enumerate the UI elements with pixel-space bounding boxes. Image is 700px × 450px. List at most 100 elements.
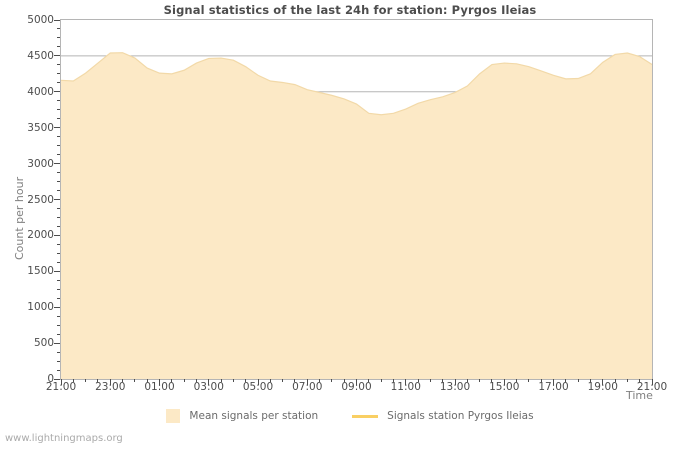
y-tick-mark: [54, 55, 60, 57]
x-minor-tick-mark: [479, 379, 481, 382]
y-tick-label: 500: [33, 337, 54, 350]
chart-legend: Mean signals per station Signals station…: [0, 409, 700, 423]
x-tick-label: 05:00: [242, 381, 274, 393]
x-tick-label: 17:00: [538, 381, 569, 393]
x-tick-mark: [208, 379, 210, 385]
x-minor-tick-mark: [282, 379, 284, 382]
legend-label-mean-signals: Mean signals per station: [189, 410, 319, 422]
x-minor-tick-mark: [171, 379, 173, 382]
x-tick-label: 21:00: [45, 381, 77, 393]
y-tick-mark: [54, 270, 60, 272]
y-tick-mark: [54, 342, 60, 344]
x-minor-tick-mark: [516, 379, 518, 382]
y-minor-tick-mark: [57, 136, 60, 138]
y-axis-label: Count per hour: [13, 176, 26, 260]
x-tick-mark: [257, 379, 259, 385]
x-minor-tick-mark: [577, 379, 579, 382]
y-tick-mark: [54, 378, 60, 380]
y-tick-label: 0: [47, 373, 54, 385]
x-minor-tick-mark: [146, 379, 148, 382]
x-minor-tick-mark: [245, 379, 247, 382]
x-minor-tick-mark: [195, 379, 197, 382]
y-tick-mark: [54, 91, 60, 93]
y-tick-label: 3500: [27, 121, 54, 134]
y-tick-mark: [54, 127, 60, 129]
legend-item-station-signals: Signals station Pyrgos Ileias: [352, 410, 534, 422]
x-tick-label: 07:00: [292, 381, 323, 393]
y-minor-tick-mark: [57, 243, 60, 245]
x-tick-mark: [109, 379, 111, 385]
y-minor-tick-mark: [57, 73, 60, 75]
legend-line-swatch-icon: [352, 414, 379, 418]
y-minor-tick-mark: [57, 216, 60, 218]
y-minor-tick-mark: [57, 190, 60, 192]
x-minor-tick-mark: [97, 379, 99, 382]
y-minor-tick-mark: [57, 64, 60, 66]
y-minor-tick-mark: [57, 333, 60, 335]
x-tick-label: 03:00: [193, 381, 224, 393]
x-minor-tick-mark: [639, 379, 641, 382]
y-minor-tick-mark: [57, 225, 60, 227]
y-minor-tick-mark: [57, 109, 60, 111]
y-minor-tick-mark: [57, 207, 60, 209]
y-minor-tick-mark: [57, 37, 60, 39]
x-tick-label: 11:00: [390, 381, 421, 393]
x-tick-label: 21:00: [636, 381, 668, 393]
y-tick-label: 2000: [27, 229, 54, 242]
x-tick-label: 01:00: [144, 381, 175, 393]
y-minor-tick-mark: [57, 261, 60, 263]
x-tick-mark: [553, 379, 554, 385]
y-minor-tick-mark: [57, 172, 60, 174]
x-minor-tick-mark: [528, 379, 530, 382]
y-tick-mark: [54, 234, 60, 236]
x-minor-tick-mark: [392, 379, 394, 382]
x-minor-tick-mark: [565, 379, 567, 382]
y-minor-tick-mark: [57, 288, 60, 290]
x-minor-tick-mark: [85, 379, 87, 382]
x-minor-tick-mark: [319, 379, 321, 382]
y-minor-tick-mark: [57, 46, 60, 48]
x-tick-label: 19:00: [587, 381, 618, 393]
y-minor-tick-mark: [57, 28, 60, 30]
x-tick-mark: [405, 379, 407, 385]
y-minor-tick-mark: [57, 154, 60, 156]
y-minor-tick-mark: [57, 118, 60, 120]
x-minor-tick-mark: [122, 379, 124, 382]
y-tick-label: 4500: [27, 49, 54, 62]
x-tick-mark: [306, 379, 308, 385]
y-minor-tick-mark: [57, 369, 60, 371]
y-tick-mark: [54, 199, 60, 200]
x-minor-tick-mark: [491, 379, 493, 382]
x-minor-tick-mark: [442, 379, 444, 382]
x-minor-tick-mark: [269, 379, 271, 382]
x-tick-label: 23:00: [95, 381, 126, 393]
legend-area-swatch-icon: [166, 409, 181, 423]
x-tick-mark: [602, 379, 604, 385]
area-series-mean-signals: [61, 52, 652, 379]
x-minor-tick-mark: [429, 379, 431, 382]
y-minor-tick-mark: [57, 324, 60, 326]
chart-title: Signal statistics of the last 24h for st…: [163, 3, 537, 17]
x-tick-mark: [60, 379, 62, 385]
x-tick-label: 09:00: [341, 381, 372, 393]
x-minor-tick-mark: [343, 379, 345, 382]
y-tick-label: 1500: [27, 265, 54, 278]
y-minor-tick-mark: [57, 181, 60, 183]
x-minor-tick-mark: [466, 379, 468, 382]
y-tick-label: 2500: [27, 193, 54, 206]
x-tick-mark: [503, 379, 505, 385]
x-tick-mark: [651, 379, 653, 385]
y-minor-tick-mark: [57, 315, 60, 317]
y-tick-label: 5000: [27, 14, 54, 26]
y-minor-tick-mark: [57, 351, 60, 353]
x-minor-tick-mark: [134, 379, 136, 382]
x-minor-tick-mark: [294, 379, 296, 382]
y-minor-tick-mark: [57, 279, 60, 281]
y-tick-label: 4000: [27, 85, 54, 98]
x-axis-label: Time: [626, 389, 653, 402]
x-tick-label: 13:00: [439, 381, 471, 393]
y-minor-tick-mark: [57, 82, 60, 84]
legend-label-station-signals: Signals station Pyrgos Ileias: [387, 410, 534, 422]
watermark-text: www.lightningmaps.org: [5, 433, 123, 444]
y-axis-ticks: 0 500 1000 1500 2000 2500 3000 3500 4000 4500 5000: [0, 0, 60, 450]
